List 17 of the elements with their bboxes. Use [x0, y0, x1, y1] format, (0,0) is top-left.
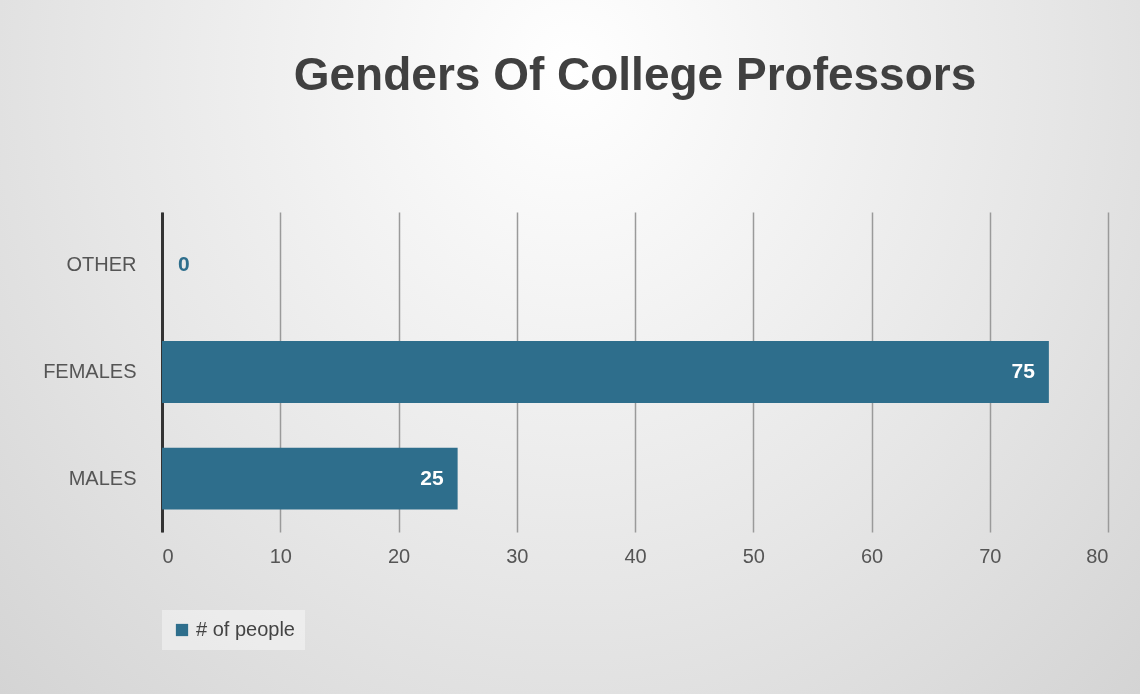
- y-tick-label: FEMALES: [43, 360, 137, 382]
- data-label: 0: [178, 252, 190, 276]
- x-tick-label: 50: [742, 544, 765, 567]
- x-tick-label: 70: [979, 544, 1002, 567]
- x-tick-label: 40: [624, 544, 647, 567]
- x-tick-label: 20: [387, 544, 411, 567]
- x-tick-label: 80: [1086, 544, 1109, 567]
- data-label: 25: [420, 465, 444, 489]
- data-label: 75: [1011, 359, 1036, 382]
- x-tick-label: 10: [269, 544, 292, 567]
- chart-title: Genders Of College Professors: [293, 48, 977, 100]
- y-tick-label: MALES: [68, 466, 137, 489]
- x-tick-label: 30: [506, 544, 529, 567]
- legend-label: # of people: [196, 618, 295, 640]
- x-tick-label: 60: [860, 544, 884, 567]
- x-tick-label: 0: [162, 544, 174, 567]
- y-tick-label: OTHER: [66, 253, 137, 276]
